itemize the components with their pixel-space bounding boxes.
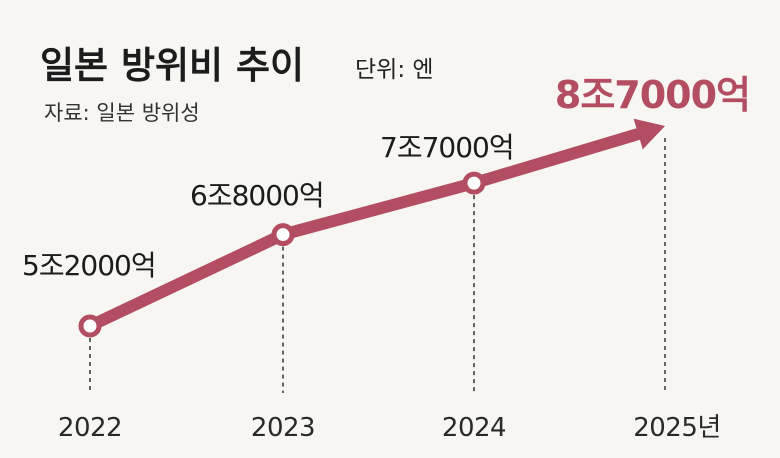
series-line	[84, 127, 647, 332]
data-label-2: 6조8000억	[190, 179, 324, 212]
data-label-1: 5조2000억	[22, 249, 156, 282]
data-point-1	[78, 314, 102, 338]
x-tick-label-1: 2022	[58, 413, 122, 443]
data-label-3: 7조7000억	[380, 131, 514, 164]
source-label: 자료: 일본 방위성	[44, 101, 200, 125]
data-point-2	[271, 223, 295, 247]
x-tick-label-3: 2024	[442, 413, 506, 443]
arrowhead-marker	[633, 118, 665, 150]
plot-area: 5조2000억 6조8000억 7조7000억 8조7000억 2022 2023 2024…	[22, 73, 751, 443]
x-tick-label-2: 2023	[251, 413, 315, 443]
data-label-4: 8조7000억	[555, 73, 750, 117]
chart-title: 일본 방위비 추이	[40, 44, 304, 87]
data-point-3	[462, 171, 486, 195]
x-tick-label-4: 2025년	[633, 413, 721, 443]
unit-label: 단위: 엔	[355, 57, 434, 83]
